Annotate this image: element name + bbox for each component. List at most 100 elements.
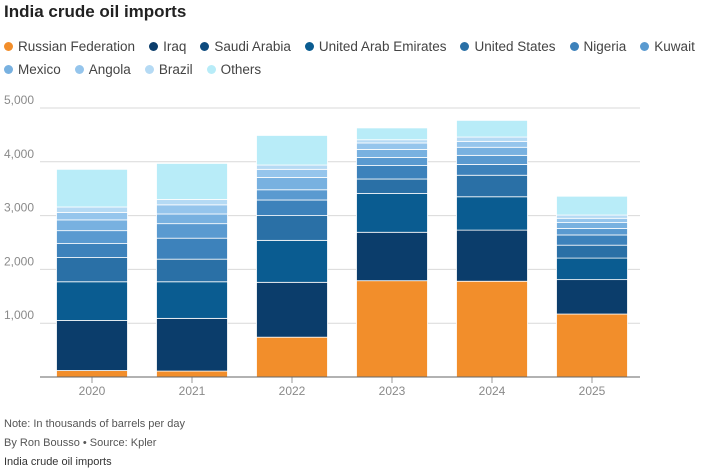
- legend-swatch: [200, 42, 210, 51]
- legend-swatch: [569, 42, 579, 51]
- bar-segment: [456, 136, 528, 142]
- bar-segment: [256, 239, 328, 283]
- bar-segment: [556, 217, 628, 223]
- legend-swatch: [144, 65, 154, 74]
- bar-segment: [356, 142, 428, 150]
- bar-segment: [256, 135, 328, 166]
- y-tick-label: 1,000: [4, 308, 34, 322]
- legend-label: Angola: [88, 62, 131, 77]
- bar-segment: [56, 219, 128, 232]
- legend-swatch: [206, 65, 216, 74]
- bar-segment: [256, 189, 328, 201]
- bar-segment: [56, 370, 128, 378]
- bar-segment: [456, 280, 528, 378]
- y-tick-label: 2,000: [4, 254, 34, 268]
- y-tick-label: 5,000: [4, 93, 34, 107]
- legend-item: Russian Federation: [4, 38, 135, 55]
- bar-segment: [256, 215, 328, 241]
- bar-segment: [556, 244, 628, 259]
- bar-segment: [456, 229, 528, 282]
- legend-item: United Arab Emirates: [304, 38, 447, 55]
- bar-segment: [156, 213, 228, 225]
- bar-segment: [156, 163, 228, 200]
- bar-segment: [356, 127, 428, 141]
- bar-segment: [156, 281, 228, 319]
- bar-segment: [456, 140, 528, 148]
- bar-segment: [356, 280, 428, 378]
- legend-swatch: [304, 42, 314, 51]
- chart-title: India crude oil imports: [4, 2, 187, 21]
- legend-label: United States: [474, 39, 556, 54]
- bar-segment: [256, 199, 328, 217]
- bar-segment: [256, 177, 328, 191]
- legend-item: Mexico: [4, 61, 61, 78]
- x-tick-label: 2025: [579, 384, 606, 398]
- legend-label: Mexico: [18, 62, 61, 77]
- bar-segment: [356, 165, 428, 180]
- bar-segment: [456, 154, 528, 165]
- bar-segment: [56, 281, 128, 321]
- legend-swatch: [149, 42, 159, 51]
- legend-item: Nigeria: [569, 38, 626, 55]
- bar-segment: [256, 168, 328, 178]
- bar-segment: [156, 258, 228, 283]
- bar-segment: [56, 168, 128, 208]
- legend-swatch: [74, 65, 84, 74]
- y-tick-label: 3,000: [4, 201, 34, 215]
- legend-item: Iraq: [149, 38, 186, 55]
- bar-segment: [256, 281, 328, 338]
- bar-segment: [356, 193, 428, 233]
- bar-segment: [156, 317, 228, 372]
- bar-segment: [56, 230, 128, 244]
- bar-segment: [356, 157, 428, 166]
- bar-segment: [556, 279, 628, 315]
- bar-segment: [56, 211, 128, 221]
- bar-segment: [256, 336, 328, 378]
- bar-segment: [356, 178, 428, 194]
- legend-item: Angola: [74, 61, 131, 78]
- legend-swatch: [460, 42, 470, 51]
- bar-segment: [356, 139, 428, 144]
- legend-item: Brazil: [144, 61, 193, 78]
- legend-swatch: [640, 42, 650, 51]
- legend-item: Others: [206, 61, 262, 78]
- legend-item: United States: [460, 38, 556, 55]
- legend-label: Iraq: [163, 39, 187, 54]
- bar-segment: [456, 196, 528, 231]
- bar-segment: [356, 149, 428, 158]
- legend-label: Saudi Arabia: [214, 39, 291, 54]
- bar-segment: [56, 320, 128, 371]
- legend-swatch: [4, 42, 13, 51]
- bar-segment: [156, 237, 228, 260]
- x-tick-label: 2021: [179, 384, 206, 398]
- legend-label: United Arab Emirates: [318, 39, 447, 54]
- chart-byline: By Ron Bousso • Source: Kpler: [4, 437, 157, 449]
- chart-note: Note: In thousands of barrels per day: [4, 418, 185, 430]
- x-tick-label: 2024: [479, 384, 506, 398]
- legend-label: Kuwait: [654, 39, 695, 54]
- bar-segment: [556, 222, 628, 229]
- bar-segment: [56, 257, 128, 283]
- bar-segment: [456, 146, 528, 156]
- x-tick-label: 2020: [79, 384, 106, 398]
- legend-label: Others: [220, 62, 262, 77]
- bar-segment: [56, 206, 128, 213]
- legend-label: Russian Federation: [18, 39, 136, 54]
- bar-segment: [156, 204, 228, 215]
- bar-segment: [156, 199, 228, 206]
- legend-swatch: [4, 65, 13, 74]
- bar-segment: [256, 164, 328, 170]
- bar-segment: [456, 119, 528, 138]
- bar-segment: [556, 234, 628, 246]
- bar-segment: [356, 231, 428, 282]
- chart-legend: Russian Federation Iraq Saudi Arabia United…: [4, 38, 720, 78]
- x-tick-label: 2022: [279, 384, 306, 398]
- legend-item: Saudi Arabia: [200, 38, 291, 55]
- y-tick-label: 4,000: [4, 147, 34, 161]
- x-tick-label: 2023: [379, 384, 406, 398]
- bar-segment: [556, 195, 628, 216]
- bar-segment: [156, 370, 228, 378]
- bar-segment: [456, 164, 528, 176]
- legend-item: Kuwait: [640, 38, 695, 55]
